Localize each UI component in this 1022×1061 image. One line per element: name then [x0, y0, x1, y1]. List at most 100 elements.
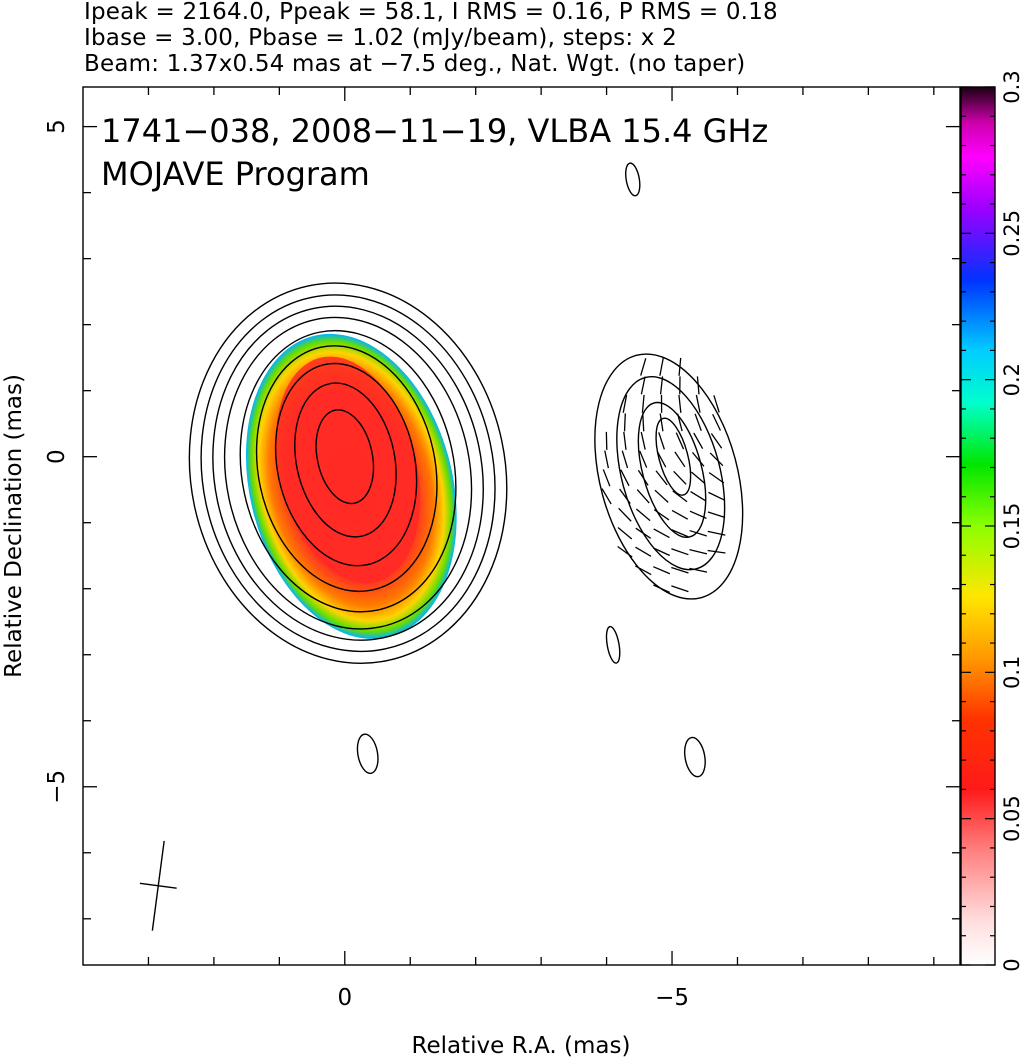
- beam-marker: [139, 840, 177, 931]
- evpa-vector: [617, 526, 633, 540]
- evpa-vector: [622, 394, 628, 413]
- evpa-vector: [601, 488, 612, 505]
- header-line-1: Ipeak = 2164.0, Ppeak = 58.1, I RMS = 0.…: [84, 0, 778, 25]
- evpa-vector: [671, 566, 689, 574]
- evpa-vector: [707, 511, 726, 519]
- evpa-vector: [658, 432, 665, 450]
- evpa-vector: [653, 566, 671, 575]
- evpa-vector: [635, 527, 652, 539]
- fractional-polarization-core: [275, 356, 421, 584]
- evpa-vector: [693, 432, 704, 449]
- evpa-vector: [689, 567, 708, 573]
- intensity-contour: [200, 294, 496, 653]
- intensity-contour: [212, 305, 484, 641]
- colorbar-tick-label: 0.1: [1000, 656, 1022, 689]
- evpa-vector: [653, 509, 670, 521]
- evpa-vector: [635, 565, 652, 576]
- evpa-vector: [671, 529, 689, 538]
- colorbar-tick-label: 0.3: [1000, 70, 1022, 103]
- colorbar-tick-labels: 0 0.05 0.1 0.15 0.2 0.25 0.3: [1000, 70, 1022, 971]
- evpa-vector: [635, 508, 651, 522]
- evpa-vector: [689, 529, 707, 537]
- map-title: 1741−038, 2008−11−19, VLBA 15.4 GHz: [101, 112, 768, 150]
- y-tick-label: −5: [44, 770, 70, 804]
- evpa-vector: [694, 413, 702, 432]
- polarized-contour: [594, 353, 744, 600]
- x-tick-labels: 0 −5: [337, 985, 689, 1011]
- intensity-contour: [223, 316, 473, 630]
- evpa-vector: [621, 450, 629, 469]
- colorbar-tick-label: 0.25: [1000, 210, 1022, 257]
- evpa-vector: [623, 413, 626, 432]
- polarized-contour: [637, 401, 707, 538]
- colorbar-ticks: [961, 86, 995, 966]
- evpa-vector: [620, 469, 630, 487]
- evpa-vector: [659, 357, 664, 376]
- evpa-vector: [636, 489, 650, 504]
- evpa-vector: [709, 452, 724, 467]
- evpa-vector: [602, 469, 611, 487]
- x-axis-label: Relative R.A. (mas): [412, 1033, 631, 1059]
- colorbar-tick-label: 0.05: [1000, 795, 1022, 842]
- evpa-vector: [671, 509, 689, 520]
- evpa-vector: [689, 510, 707, 519]
- evpa-vector: [689, 549, 708, 555]
- evpa-vector: [671, 585, 689, 593]
- polarized-contour: [616, 375, 726, 571]
- evpa-vector: [696, 376, 700, 395]
- intensity-contour: [315, 409, 375, 505]
- evpa-vector: [653, 528, 670, 539]
- map-subtitle: MOJAVE Program: [101, 155, 370, 193]
- evpa-vector: [656, 451, 667, 468]
- evpa-vector: [659, 376, 664, 395]
- evpa-vector: [673, 470, 687, 485]
- evpa-vector: [712, 413, 722, 431]
- evpa-vector: [691, 451, 705, 467]
- header-line-3: Beam: 1.37x0.54 mas at −7.5 deg., Nat. W…: [84, 51, 746, 77]
- intensity-contour: [294, 382, 397, 538]
- x-tick-label: −5: [655, 985, 689, 1011]
- evpa-vector: [675, 432, 685, 450]
- evpa-vector: [708, 491, 725, 501]
- isolated-contour: [605, 625, 621, 664]
- intensity-contour: [274, 362, 418, 567]
- evpa-vector: [635, 546, 652, 557]
- evpa-vector: [639, 450, 648, 468]
- intensity-contour: [255, 345, 438, 593]
- y-tick-label: 0: [44, 449, 70, 464]
- evpa-vector: [604, 450, 610, 469]
- fractional-polarization-image: [245, 333, 457, 639]
- y-tick-label: 5: [44, 119, 70, 134]
- polarized-contour: [655, 417, 692, 496]
- evpa-vector: [713, 395, 720, 413]
- evpa-vector: [674, 451, 686, 468]
- evpa-vector: [710, 433, 723, 449]
- evpa-vector: [707, 530, 726, 536]
- evpa-vector: [642, 413, 645, 432]
- evpa-vector: [678, 394, 682, 413]
- isolated-contour: [356, 733, 379, 775]
- beam-minor-axis: [139, 882, 177, 889]
- evpa-vector: [640, 358, 647, 376]
- header-line-2: Ibase = 3.00, Pbase = 1.02 (mJy/beam), s…: [84, 25, 677, 51]
- evpa-vector: [640, 431, 646, 450]
- y-axis-label: Relative Declination (mas): [1, 374, 27, 678]
- plot-frame: [82, 86, 961, 966]
- x-tick-label: 0: [337, 985, 352, 1011]
- colorbar-tick-label: 0.15: [1000, 503, 1022, 550]
- evpa-vector: [640, 376, 646, 395]
- intensity-contour: [188, 282, 508, 664]
- isolated-contour: [683, 736, 706, 778]
- colorbar-tick-label: 0: [1000, 958, 1022, 971]
- evpa-vector: [654, 489, 669, 503]
- evpa-vector: [617, 545, 633, 558]
- evpa-vector: [618, 507, 632, 522]
- intensity-contour: [239, 329, 457, 613]
- axis-ticks: [83, 87, 960, 965]
- evpa-vector: [677, 413, 683, 432]
- evpa-vector: [641, 394, 645, 413]
- evpa-vector: [678, 357, 682, 376]
- evpa-vector: [619, 488, 631, 504]
- evpa-vector: [653, 584, 671, 594]
